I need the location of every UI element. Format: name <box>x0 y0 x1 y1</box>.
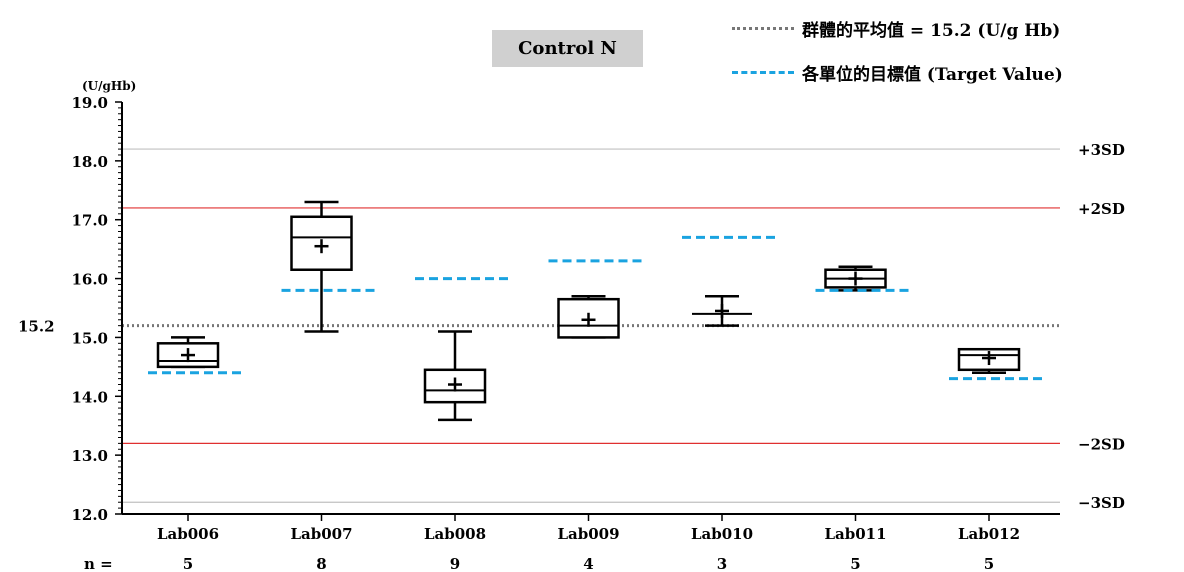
x-tick-label: Lab009 <box>557 525 619 543</box>
sd-label: +2SD <box>1078 200 1125 218</box>
y-tick-label: 13.0 <box>71 447 108 465</box>
n-value: 5 <box>984 555 994 572</box>
legend-target-label: 各單位的目標值 (Target Value) <box>802 65 1063 85</box>
sd-label: −3SD <box>1078 494 1125 512</box>
y-tick-label: 19.0 <box>71 94 108 112</box>
x-tick-label: Lab007 <box>290 525 352 543</box>
n-label: n = <box>84 555 113 572</box>
legend-mean: 群體的平均值 = 15.2 (U/g Hb) <box>732 16 1060 41</box>
x-tick-label: Lab008 <box>424 525 486 543</box>
legend-mean-label: 群體的平均值 = 15.2 (U/g Hb) <box>802 21 1061 41</box>
y-tick-label: 17.0 <box>71 212 108 230</box>
x-tick-label: Lab012 <box>958 525 1020 543</box>
legend-target-swatch <box>732 71 794 74</box>
mean-value-label: 15.2 <box>18 318 55 336</box>
n-value: 3 <box>717 555 727 572</box>
n-value: 5 <box>850 555 860 572</box>
n-value: 5 <box>183 555 193 572</box>
y-tick-label: 12.0 <box>71 506 108 524</box>
x-tick-label: Lab006 <box>157 525 219 543</box>
sd-label: +3SD <box>1078 141 1125 159</box>
y-tick-label: 16.0 <box>71 271 108 289</box>
y-axis-label: (U/gHb) <box>82 79 136 93</box>
y-tick-label: 14.0 <box>71 388 108 406</box>
y-tick-label: 15.0 <box>71 329 108 347</box>
chart-title: Control N <box>492 30 643 67</box>
n-value: 4 <box>583 555 593 572</box>
legend-mean-swatch <box>732 27 794 30</box>
x-tick-label: Lab010 <box>691 525 753 543</box>
legend-target: 各單位的目標值 (Target Value) <box>732 60 1063 85</box>
sd-label: −2SD <box>1078 435 1125 453</box>
y-tick-label: 18.0 <box>71 153 108 171</box>
n-value: 8 <box>316 555 326 572</box>
x-tick-label: Lab011 <box>824 525 886 543</box>
n-value: 9 <box>450 555 460 572</box>
